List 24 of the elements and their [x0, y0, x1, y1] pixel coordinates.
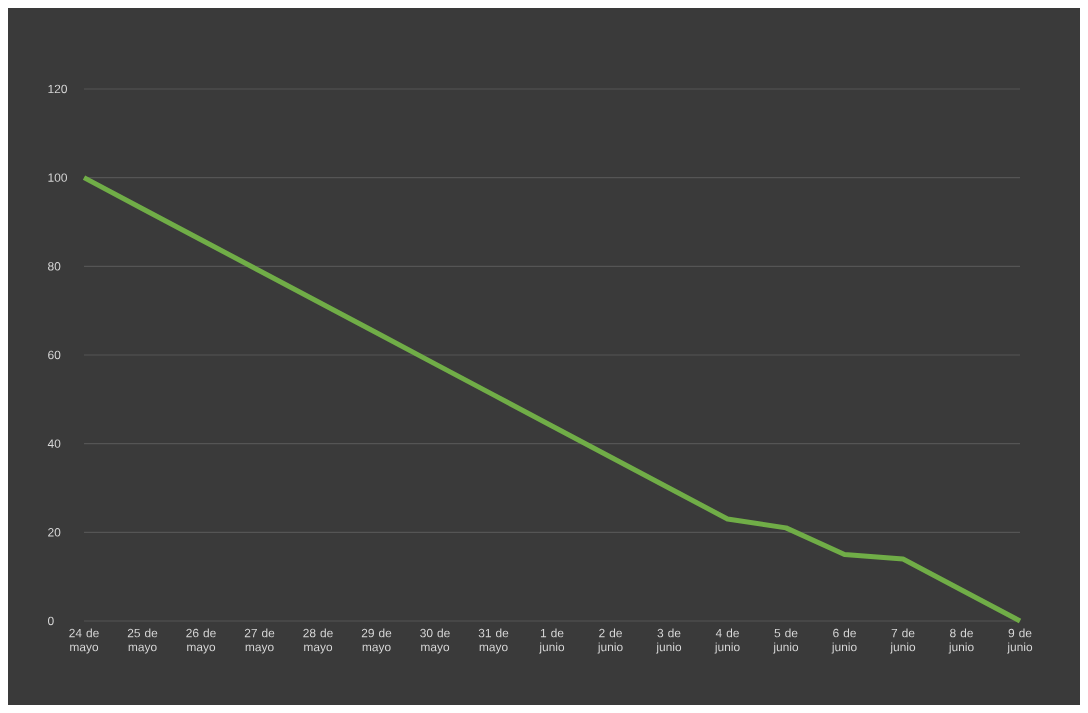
- x-tick-label: 27 de mayo: [244, 628, 275, 654]
- y-tick-label: 100: [48, 173, 68, 182]
- x-tick-label: 3 de junio: [656, 628, 682, 654]
- x-tick-label: 24 de mayo: [69, 628, 99, 654]
- x-tick-label: 6 de junio: [831, 628, 857, 654]
- x-tick-label: 4 de junio: [714, 628, 740, 654]
- y-tick-label: 0: [48, 616, 54, 626]
- x-tick-label: 29 de mayo: [361, 628, 392, 654]
- x-tick-label: 7 de junio: [890, 628, 916, 654]
- x-tick-label: 2 de junio: [597, 628, 623, 654]
- y-tick-label: 120: [48, 84, 68, 94]
- x-tick-label: 9 de junio: [1007, 628, 1033, 654]
- y-tick-label: 60: [48, 350, 61, 360]
- y-tick-label: 20: [48, 528, 61, 537]
- x-tick-label: 8 de junio: [948, 628, 974, 654]
- x-tick-label: 31 de mayo: [478, 628, 509, 654]
- x-tick-label: 25 de mayo: [127, 628, 158, 654]
- y-tick-label: 80: [48, 262, 61, 271]
- x-tick-label: 26 de mayo: [186, 628, 216, 654]
- x-tick-label: 28 de mayo: [303, 628, 333, 654]
- y-tick-label: 40: [47, 439, 61, 448]
- x-tick-label: 5 de junio: [773, 628, 799, 654]
- x-tick-label: 1 de junio: [539, 628, 565, 654]
- x-tick-label: 30 de mayo: [420, 628, 450, 654]
